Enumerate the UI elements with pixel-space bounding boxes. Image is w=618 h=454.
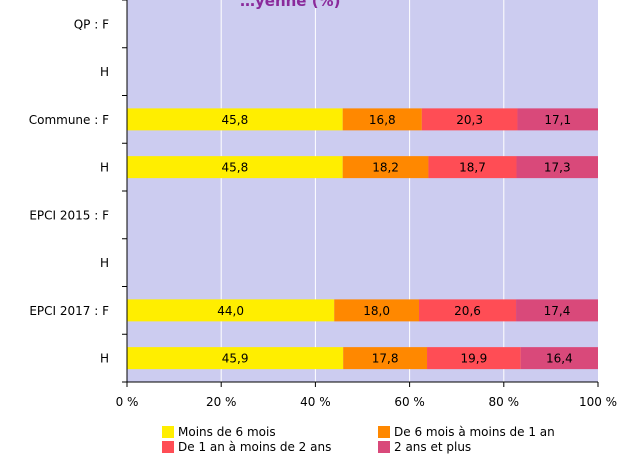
bar-value-label: 16,4 xyxy=(546,352,573,366)
bar-value-label: 18,0 xyxy=(363,304,390,318)
y-axis-label: H xyxy=(100,161,109,175)
bar-labels: 45,8 16,8 20,3 17,1 45,8 18,2 18,7 17,3 44,0 18,0… xyxy=(217,113,572,366)
bar-value-label: 20,6 xyxy=(454,304,481,318)
x-axis-tick-label: 20 % xyxy=(206,395,237,409)
x-axis-tick-label: 80 % xyxy=(489,395,520,409)
x-axis: 0 % 20 % 40 % 60 % 80 % 100 % xyxy=(116,381,617,409)
x-axis-tick-label: 60 % xyxy=(394,395,425,409)
bar-segment xyxy=(342,108,422,131)
bar-segment xyxy=(127,347,344,370)
bar-segment xyxy=(516,156,598,179)
y-axis-label: H xyxy=(100,256,109,270)
y-axis-label: EPCI 2017 : F xyxy=(29,304,109,318)
bar-segment xyxy=(419,299,517,322)
bar-segment xyxy=(427,347,521,370)
bar-segment xyxy=(520,347,598,370)
bar-segment xyxy=(342,156,429,179)
x-axis-tick-label: 40 % xyxy=(300,395,331,409)
bar-value-label: 44,0 xyxy=(217,304,244,318)
bars xyxy=(127,108,598,370)
bar-segment xyxy=(127,156,343,179)
bar-value-label: 18,7 xyxy=(459,161,486,175)
bar-segment xyxy=(428,156,517,179)
y-axis-label: H xyxy=(100,352,109,366)
bar-value-label: 45,8 xyxy=(221,113,248,127)
bar-value-label: 17,8 xyxy=(372,352,399,366)
bar-value-label: 17,1 xyxy=(544,113,571,127)
bar-value-label: 18,2 xyxy=(372,161,399,175)
bar-value-label: 20,3 xyxy=(456,113,483,127)
y-axis-label: Commune : F xyxy=(29,113,109,127)
y-axis-label: EPCI 2015 : F xyxy=(29,208,109,222)
x-axis-tick-label: 100 % xyxy=(579,395,617,409)
bar-value-label: 17,4 xyxy=(544,304,571,318)
bar-segment xyxy=(516,299,598,322)
bar-value-label: 19,9 xyxy=(461,352,488,366)
bar-value-label: 45,9 xyxy=(222,352,249,366)
bar-segment xyxy=(127,299,335,322)
bar-value-label: 16,8 xyxy=(369,113,396,127)
x-axis-tick-label: 0 % xyxy=(116,395,139,409)
bar-segment xyxy=(127,108,343,131)
chart-title-fragment: …yenne (%) xyxy=(240,0,341,10)
y-axis-label: H xyxy=(100,65,109,79)
bar-segment xyxy=(421,108,518,131)
bar-segment xyxy=(334,299,420,322)
y-axis: QP : F H Commune : F H EPCI 2015 : F H EPCI 20… xyxy=(29,0,128,383)
bar-value-label: 45,8 xyxy=(221,161,248,175)
bar-segment xyxy=(517,108,598,131)
plot-background xyxy=(127,0,598,382)
bar-value-label: 17,3 xyxy=(544,161,571,175)
bar-segment xyxy=(343,347,428,370)
y-axis-label: QP : F xyxy=(74,17,109,31)
